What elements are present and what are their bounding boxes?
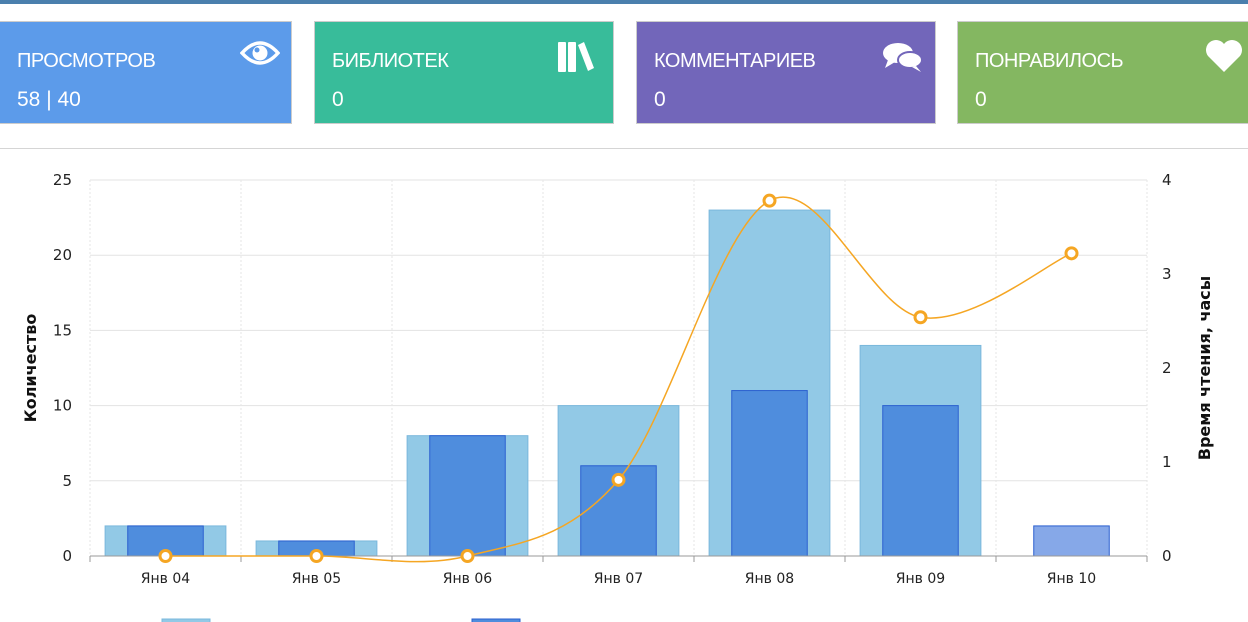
line-point	[460, 549, 475, 563]
y2-tick-label: 1	[1162, 453, 1172, 471]
books-icon	[558, 42, 594, 72]
heart-icon	[1206, 40, 1242, 72]
libraries-value: 0	[332, 88, 344, 111]
bar-series2	[429, 435, 506, 557]
x-tick-label: Янв 08	[745, 571, 794, 587]
line-point	[309, 549, 324, 563]
y-tick-label: 0	[62, 547, 72, 565]
legend-swatch-series2	[471, 618, 521, 622]
y-tick-label: 25	[53, 171, 72, 189]
y2-tick-label: 0	[1162, 547, 1172, 565]
y-tick-label: 20	[53, 246, 72, 264]
x-tick-label: Янв 09	[896, 571, 945, 587]
chart: 0 5 10 15 20 25 0 1 2 3 4 Янв 04 Янв 05 Янв 06 Янв 07 Я…	[21, 171, 1214, 622]
x-tick-label: Янв 04	[141, 571, 190, 587]
line-point	[158, 549, 173, 563]
y2-axis-label: Время чтения, часы	[1195, 276, 1214, 460]
bar-series2	[1033, 525, 1110, 557]
views-card[interactable]: ПРОСМОТРОВ 58 | 40	[0, 21, 292, 124]
x-tick-label: Янв 07	[594, 571, 643, 587]
comments-icon	[883, 43, 923, 72]
libraries-label: БИБЛИОТЕК	[332, 50, 449, 72]
line-point	[913, 310, 928, 325]
comments-card[interactable]: КОММЕНТАРИЕВ 0	[636, 21, 936, 124]
y-tick-label: 10	[53, 397, 72, 415]
y-axis-label: Количество	[21, 314, 40, 423]
likes-label: ПОНРАВИЛОСЬ	[975, 50, 1124, 72]
comments-value: 0	[654, 88, 666, 111]
comments-label: КОММЕНТАРИЕВ	[654, 50, 816, 72]
views-value: 58 | 40	[17, 88, 81, 111]
legend-swatch-series1	[161, 618, 211, 622]
bar-series2	[882, 405, 959, 557]
line-point	[762, 193, 777, 208]
x-tick-label: Янв 05	[292, 571, 341, 587]
line-point	[611, 472, 626, 487]
y-tick-label: 15	[53, 321, 72, 339]
x-tick-label: Янв 10	[1047, 571, 1096, 587]
divider	[0, 148, 1248, 149]
line-point	[1064, 246, 1079, 261]
libraries-card[interactable]: БИБЛИОТЕК 0	[314, 21, 614, 124]
views-label: ПРОСМОТРОВ	[17, 50, 156, 72]
likes-card[interactable]: ПОНРАВИЛОСЬ 0	[957, 21, 1248, 124]
y2-tick-label: 2	[1162, 359, 1172, 377]
y2-tick-label: 3	[1162, 265, 1172, 283]
eye-icon	[240, 41, 280, 65]
top-bar	[0, 0, 1248, 4]
bar-series2	[731, 390, 808, 557]
y2-tick-label: 4	[1162, 171, 1172, 189]
y-tick-label: 5	[62, 472, 72, 490]
x-tick-label: Янв 06	[443, 571, 492, 587]
likes-value: 0	[975, 88, 987, 111]
